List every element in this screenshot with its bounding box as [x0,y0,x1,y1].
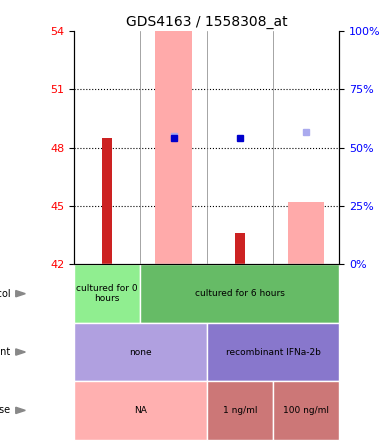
Text: cultured for 0
hours: cultured for 0 hours [76,284,138,303]
Title: GDS4163 / 1558308_at: GDS4163 / 1558308_at [126,15,287,29]
Bar [235,234,245,265]
Bar [140,265,339,323]
Bar [74,323,207,381]
Bar [74,265,140,323]
Text: 100 ng/ml: 100 ng/ml [283,406,329,415]
Bar [155,31,192,265]
Polygon shape [16,349,25,355]
Text: 1 ng/ml: 1 ng/ml [223,406,257,415]
Bar [207,381,273,440]
Polygon shape [16,290,25,297]
Text: growth protocol: growth protocol [0,289,11,299]
Text: dose: dose [0,405,11,416]
Text: agent: agent [0,347,11,357]
Bar [273,381,339,440]
Bar [207,323,339,381]
Bar [102,138,112,265]
Bar [288,202,324,265]
Text: NA: NA [134,406,147,415]
Polygon shape [16,407,25,413]
Text: cultured for 6 hours: cultured for 6 hours [195,289,285,298]
Text: none: none [129,348,152,357]
Bar [74,381,207,440]
Text: recombinant IFNa-2b: recombinant IFNa-2b [225,348,321,357]
